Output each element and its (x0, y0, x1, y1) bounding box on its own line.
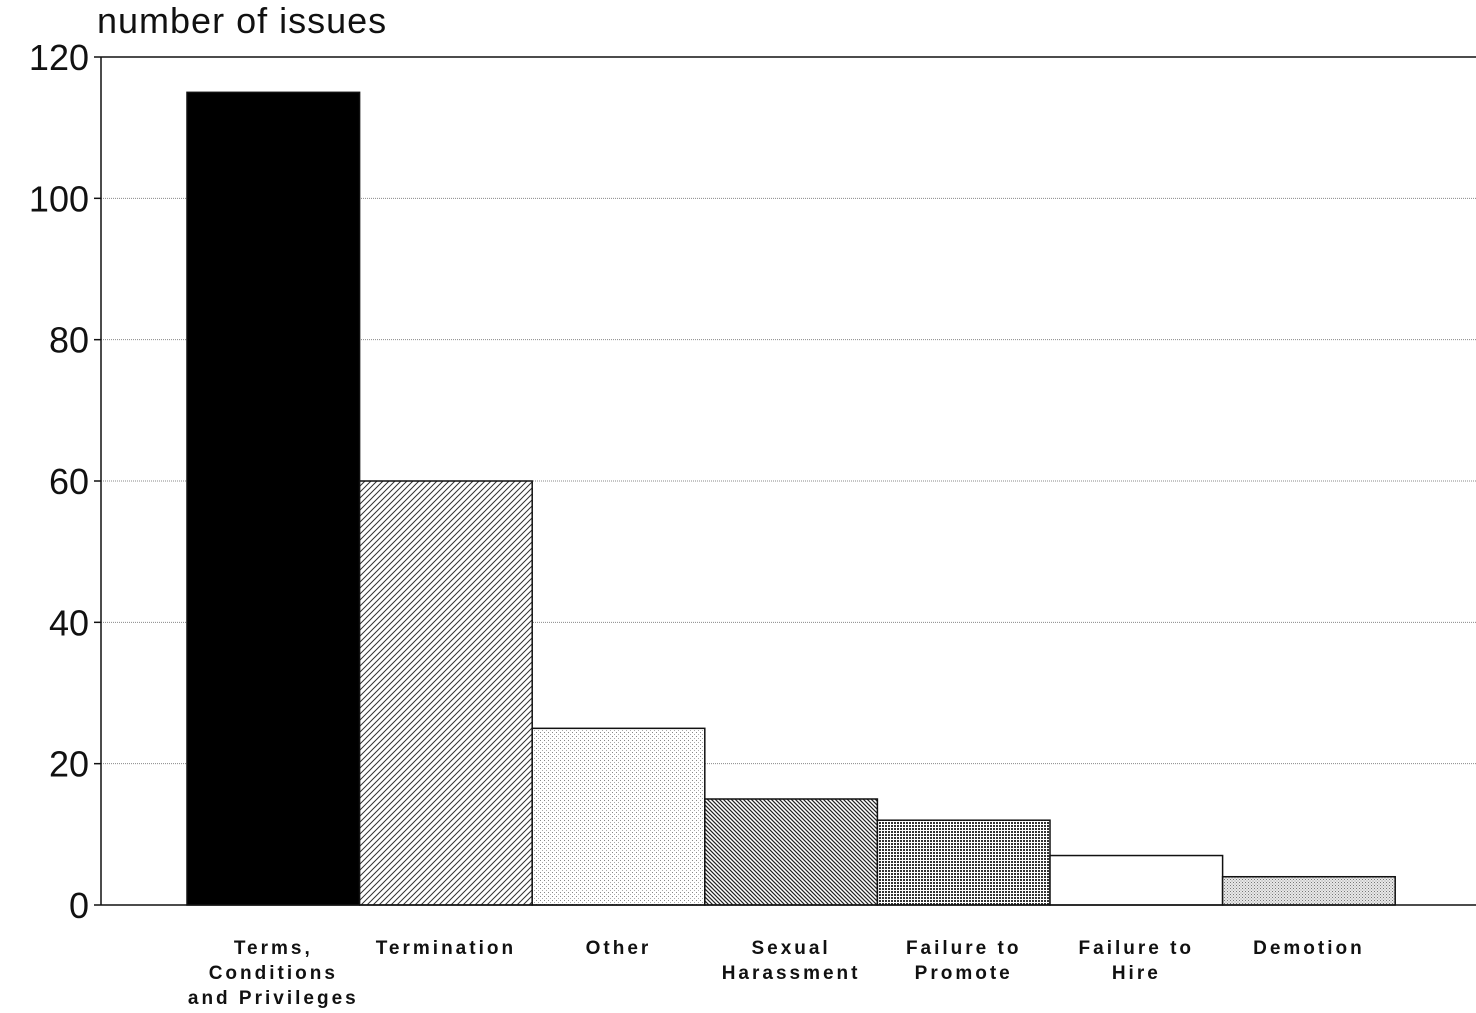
x-tick-label: Demotion (1253, 938, 1365, 959)
y-tick-label: 120 (29, 37, 89, 78)
labels: 0 20 40 60 80 100 120 Terms, Conditions and Privi… (29, 37, 1365, 1009)
bar (876, 819, 1051, 906)
x-tick-label: Sexual Harassment (722, 938, 861, 984)
x-tick-label: Failure to Hire (1079, 938, 1195, 984)
bar (1049, 854, 1224, 906)
y-axis-title: number of issues (97, 0, 387, 41)
bar (704, 798, 879, 906)
bar (531, 727, 706, 906)
x-tick-label: Failure to Promote (906, 938, 1022, 984)
y-tick-label: 60 (49, 461, 89, 502)
axes (94, 56, 1476, 906)
y-tick-label: 20 (49, 744, 89, 785)
y-tick-label: 40 (49, 602, 89, 643)
y-tick-label: 0 (69, 885, 89, 926)
y-tick-label: 80 (49, 320, 89, 361)
bar (1221, 875, 1396, 906)
bar (186, 91, 361, 906)
x-tick-label: Terms, Conditions and Privileges (188, 938, 359, 1009)
y-tick-label: 100 (29, 178, 89, 219)
bar (358, 480, 533, 906)
x-tick-label: Other (586, 938, 652, 959)
bars (186, 91, 1396, 906)
x-tick-label: Termination (376, 938, 516, 959)
